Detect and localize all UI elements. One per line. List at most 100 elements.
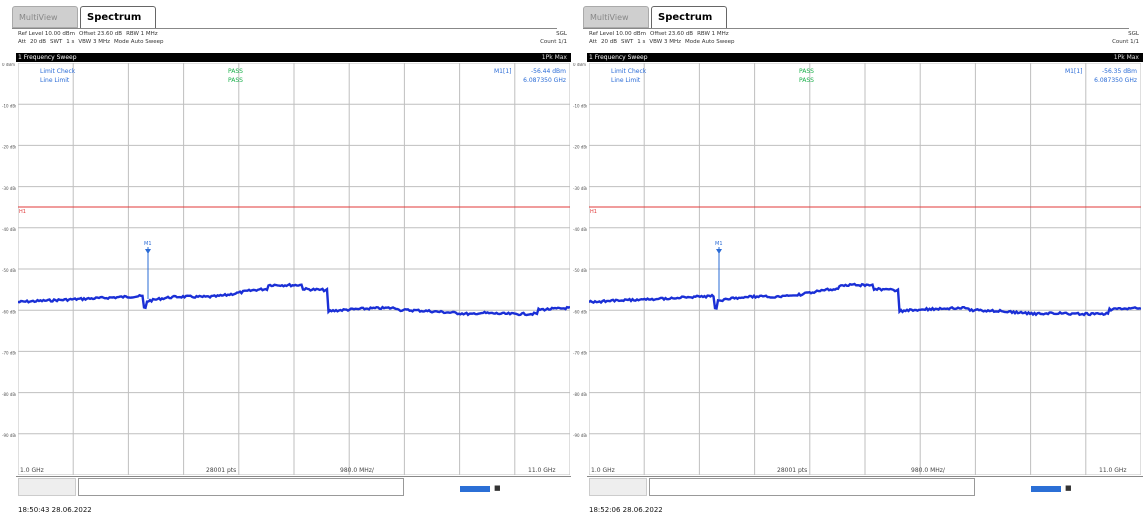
att-value: 20 dB: [29, 39, 46, 45]
instrument-settings: Ref Level 10.00 dBm Offset 23.60 dB RBW 1 …: [18, 30, 167, 46]
marker-frequency: 6.087350 GHz: [523, 77, 566, 84]
tab-spectrum[interactable]: Spectrum: [651, 6, 727, 28]
spectrum-plot[interactable]: Limit Check Line Limit PASS PASS M1[1] -56.35…: [589, 63, 1141, 475]
y-tick-label: -40 dBm: [573, 227, 587, 232]
marker-m1-icon[interactable]: [145, 249, 151, 254]
timestamp: 18:50:43 28.06.2022: [18, 506, 92, 514]
y-tick-label: -10 dBm: [573, 103, 587, 108]
marker-value: -56.35 dBm: [1102, 68, 1137, 75]
marker-name: M1[1]: [1065, 68, 1083, 75]
plot-svg[interactable]: Limit Check Line Limit PASS PASS M1[1] -56.44…: [18, 63, 570, 475]
x-start-label: 1.0 GHz: [20, 467, 44, 474]
rbw: RBW 1 MHz: [126, 31, 158, 37]
tab-spectrum[interactable]: Spectrum: [80, 6, 156, 28]
x-span-label: 980.0 MHz/: [340, 467, 374, 474]
trace-mode: 1Pk Max: [1113, 54, 1139, 61]
y-tick-label: -50 dBm: [573, 268, 587, 273]
trace-icon: ■: [494, 484, 501, 492]
vbw: VBW 3 MHz: [78, 39, 110, 45]
count-tag: Count 1/1: [540, 39, 567, 45]
limit-tag: H1: [590, 209, 597, 215]
status-left-box: [589, 478, 647, 496]
plot-bottom-rule: [16, 476, 571, 477]
y-tick-label: -10 dBm: [2, 103, 16, 108]
y-tick-label: -80 dBm: [2, 392, 16, 397]
status-message-box: [649, 478, 975, 496]
pass-label-2: PASS: [228, 77, 243, 84]
swt-value: 1 s: [66, 39, 75, 45]
ref-level: Ref Level 10.00 dBm: [589, 31, 647, 37]
x-stop-label: 11.0 GHz: [1099, 467, 1127, 474]
marker-value: -56.44 dBm: [531, 68, 566, 75]
x-start-label: 1.0 GHz: [591, 467, 615, 474]
sgl-tag: SGL: [556, 31, 567, 37]
offset: Offset 23.60 dB: [650, 31, 694, 37]
spectrum-trace: [589, 282, 1141, 317]
y-tick-label: -90 dBm: [2, 433, 16, 438]
marker-m1-icon[interactable]: [716, 249, 722, 254]
att-value: 20 dB: [600, 39, 617, 45]
sweep-titlebar: 1 Frequency Sweep 1Pk Max: [16, 53, 571, 62]
sweep-status: SGL Count 1/1: [540, 30, 567, 46]
mode: Mode Auto Sweep: [684, 39, 735, 45]
y-tick-label: -90 dBm: [573, 433, 587, 438]
y-tick-label: -70 dBm: [573, 351, 587, 356]
y-tick-label: -20 dBm: [2, 145, 16, 150]
line-limit-label: Line Limit: [40, 77, 70, 84]
status-left-box: [18, 478, 76, 496]
mode: Mode Auto Sweep: [113, 39, 164, 45]
plot-bottom-rule: [587, 476, 1143, 477]
y-axis-svg: 0 dBm -10 dBm -20 dBm -30 dBm -40 dBm -50 dBm…: [2, 62, 19, 438]
tab-baseline: [12, 28, 557, 29]
y-tick-label: -60 dBm: [2, 309, 16, 314]
analyzer-panel-right: MultiView Spectrum Ref Level 10.00 dBm Of…: [571, 0, 1143, 517]
y-tick-label: 0 dBm: [2, 63, 15, 67]
marker-tag: M1: [715, 241, 723, 247]
line-limit-label: Line Limit: [611, 77, 641, 84]
count-tag: Count 1/1: [1112, 39, 1139, 45]
marker-name: M1[1]: [494, 68, 512, 75]
limit-tag: H1: [19, 209, 26, 215]
status-message-box: [78, 478, 404, 496]
y-tick-label: -70 dBm: [2, 351, 16, 356]
trace-mode: 1Pk Max: [541, 54, 567, 61]
analyzer-panel-left: MultiView Spectrum Ref Level 10.00 dBm Of…: [0, 0, 571, 517]
y-tick-label: -40 dBm: [2, 227, 16, 232]
att-label: Att: [18, 39, 26, 45]
tab-multiview[interactable]: MultiView: [583, 6, 649, 28]
marker-tag: M1: [144, 241, 152, 247]
pass-label-1: PASS: [799, 68, 814, 75]
pass-label-1: PASS: [228, 68, 243, 75]
y-tick-label: -50 dBm: [2, 268, 16, 273]
x-points-label: 28001 pts: [777, 467, 808, 474]
sweep-status: SGL Count 1/1: [1112, 30, 1139, 46]
instrument-settings: Ref Level 10.00 dBm Offset 23.60 dB RBW 1 …: [589, 30, 738, 46]
swt-label: SWT: [50, 39, 63, 45]
sgl-tag: SGL: [1128, 31, 1139, 37]
offset: Offset 23.60 dB: [79, 31, 123, 37]
sweep-title: 1 Frequency Sweep: [589, 54, 648, 61]
limit-check-label: Limit Check: [611, 68, 647, 75]
spectrum-plot[interactable]: Limit Check Line Limit PASS PASS M1[1] -56.44…: [18, 63, 570, 475]
y-axis-svg: 0 dBm -10 dBm -20 dBm -30 dBm -40 dBm -50 dBm…: [573, 62, 590, 438]
plot-svg[interactable]: Limit Check Line Limit PASS PASS M1[1] -56.35…: [589, 63, 1141, 475]
sweep-title: 1 Frequency Sweep: [18, 54, 77, 61]
y-tick-label: -80 dBm: [573, 392, 587, 397]
tab-multiview[interactable]: MultiView: [12, 6, 78, 28]
x-span-label: 980.0 MHz/: [911, 467, 945, 474]
y-axis-labels: 0 dBm -10 dBm -20 dBm -30 dBm -40 dBm -50 dBm…: [571, 62, 590, 475]
trace-icon: ■: [1065, 484, 1072, 492]
tab-baseline: [583, 28, 1129, 29]
x-stop-label: 11.0 GHz: [528, 467, 556, 474]
y-tick-label: -30 dBm: [2, 186, 16, 191]
timestamp: 18:52:06 28.06.2022: [589, 506, 663, 514]
y-tick-label: -30 dBm: [573, 186, 587, 191]
y-tick-label: 0 dBm: [573, 63, 586, 67]
ref-level: Ref Level 10.00 dBm: [18, 31, 76, 37]
pass-label-2: PASS: [799, 77, 814, 84]
rbw: RBW 1 MHz: [697, 31, 729, 37]
swt-value: 1 s: [637, 39, 646, 45]
measuring-progress-bar: [460, 486, 490, 492]
sweep-titlebar: 1 Frequency Sweep 1Pk Max: [587, 53, 1143, 62]
swt-label: SWT: [621, 39, 634, 45]
